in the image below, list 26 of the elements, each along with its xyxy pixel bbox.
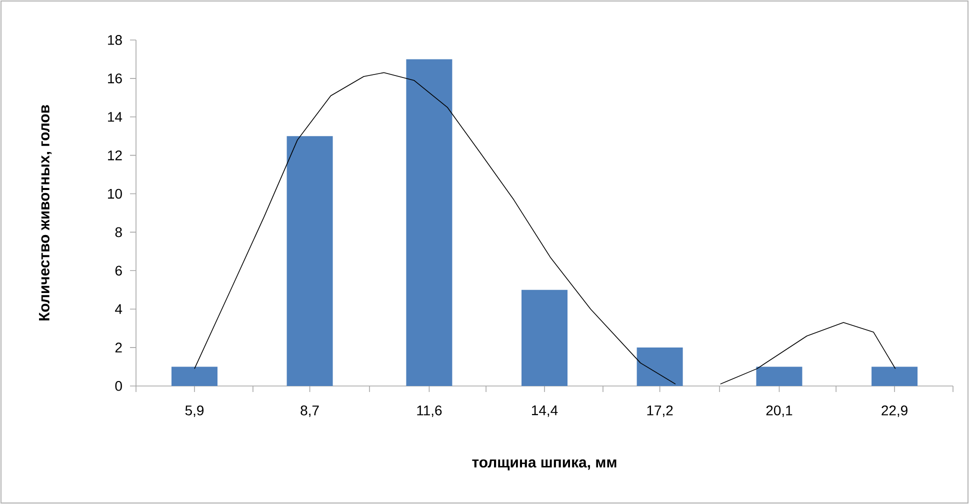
bar	[636, 348, 683, 386]
y-tick-label: 4	[115, 304, 122, 314]
y-tick-label: 16	[108, 73, 122, 84]
x-tick-label: 17,2	[647, 405, 673, 418]
bar	[406, 59, 452, 386]
x-tick-label: 22,9	[882, 405, 908, 418]
bar	[522, 290, 568, 386]
y-axis-title: Количество животных, голов	[39, 105, 52, 320]
bar	[171, 366, 218, 386]
x-tick-label: 20,1	[766, 405, 792, 418]
x-tick-label: 8,7	[300, 405, 319, 418]
y-tick-label: 2	[115, 342, 122, 352]
bar	[756, 366, 802, 386]
x-tick-label: 14,4	[532, 406, 558, 417]
y-tick-label: 14	[108, 112, 122, 122]
y-tick-label: 6	[115, 266, 122, 276]
bar	[286, 136, 333, 386]
x-tick-label: 5,9	[185, 405, 204, 418]
y-tick-label: 8	[115, 227, 122, 238]
y-tick-label: 10	[108, 188, 122, 199]
y-tick-label: 0	[115, 381, 122, 391]
y-tick-label: 18	[108, 35, 122, 45]
x-axis-title: толщина шпика, мм	[472, 459, 616, 470]
bar	[872, 366, 918, 386]
y-tick-label: 12	[108, 150, 122, 160]
x-tick-label: 11,6	[417, 405, 442, 418]
